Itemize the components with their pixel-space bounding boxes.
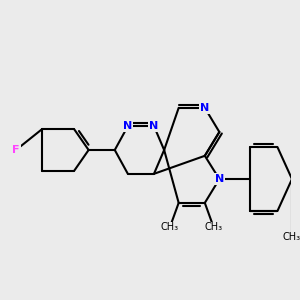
Text: N: N <box>149 121 159 131</box>
Text: N: N <box>200 103 209 113</box>
Text: N: N <box>215 174 224 184</box>
Text: N: N <box>123 121 133 131</box>
Text: CH₃: CH₃ <box>283 232 300 242</box>
Text: F: F <box>12 145 20 155</box>
Text: CH₃: CH₃ <box>161 222 179 232</box>
Text: CH₃: CH₃ <box>205 222 223 232</box>
